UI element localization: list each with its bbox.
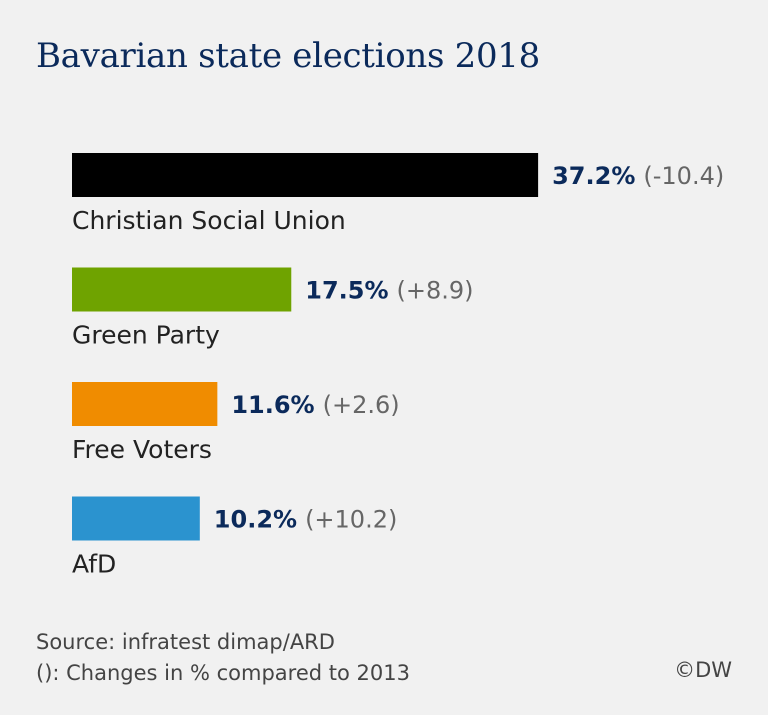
copyright-label: ©DW: [674, 658, 732, 682]
category-label: Christian Social Union: [72, 206, 346, 235]
value-label: 17.5%: [305, 277, 388, 305]
data-label: 11.6% (+2.6): [231, 391, 399, 419]
data-label: 37.2% (-10.4): [552, 162, 724, 190]
category-label: AfD: [72, 550, 116, 579]
category-label: Green Party: [72, 321, 220, 350]
chart-title: Bavarian state elections 2018: [36, 36, 540, 76]
value-label: 10.2%: [214, 506, 297, 534]
data-label: 10.2% (+10.2): [214, 506, 398, 534]
change-label: (-10.4): [643, 162, 724, 190]
change-label: (+10.2): [305, 506, 397, 534]
bar: [72, 382, 218, 426]
bar: [72, 267, 292, 312]
source-note: Source: infratest dimap/ARD: [36, 630, 335, 654]
chart-footer: Source: infratest dimap/ARD (): Changes …: [36, 627, 410, 689]
data-label: 17.5% (+8.9): [305, 277, 473, 305]
change-label: (+2.6): [323, 391, 400, 419]
bar: [72, 496, 200, 541]
bar-chart: 37.2% (-10.4) Christian Social Union 17.5% (…: [72, 153, 724, 579]
category-label: Free Voters: [72, 435, 212, 464]
value-label: 11.6%: [231, 391, 314, 419]
bar: [72, 153, 539, 197]
change-label: (+8.9): [397, 277, 474, 305]
value-label: 37.2%: [552, 162, 635, 190]
change-note: (): Changes in % compared to 2013: [36, 661, 410, 685]
